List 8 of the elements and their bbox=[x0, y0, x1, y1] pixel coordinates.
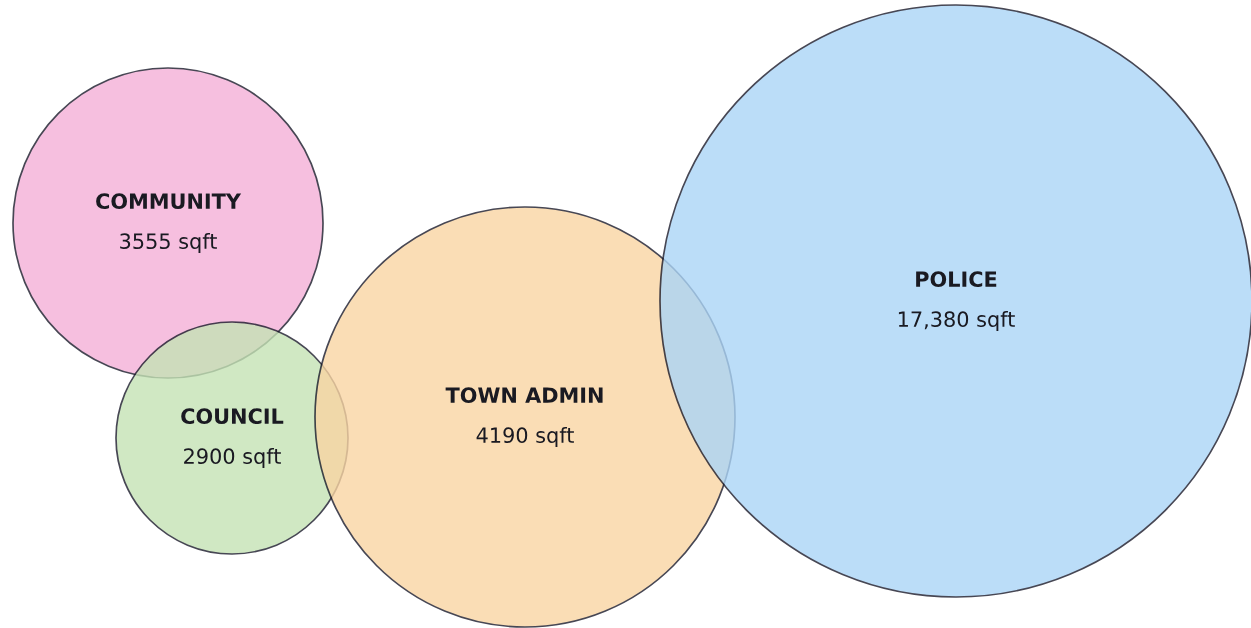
data-label: 2900 sqft bbox=[184, 447, 281, 469]
data-label: 17,380 sqft bbox=[898, 310, 1015, 332]
category-label: COMMUNITY bbox=[96, 193, 242, 210]
category-label: TOWN ADMIN bbox=[445, 387, 603, 404]
data-label: 3555 sqft bbox=[120, 232, 217, 254]
data-label: 4190 sqft bbox=[476, 426, 574, 448]
category-label: COUNCIL bbox=[181, 408, 284, 425]
category-label: POLICE bbox=[916, 271, 997, 288]
